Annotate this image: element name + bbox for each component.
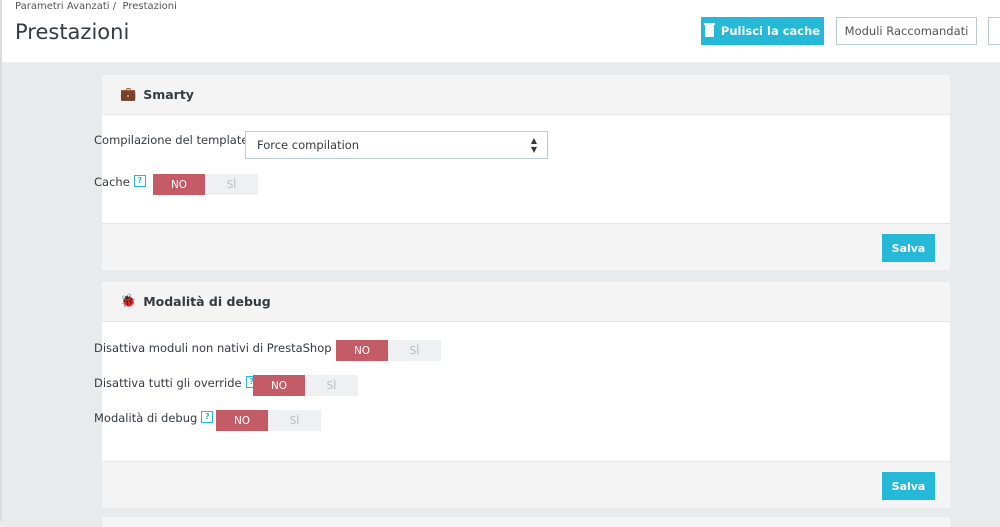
select-arrows-icon: ▲ ▼ xyxy=(530,136,537,154)
panel-footer: Salva xyxy=(102,223,950,270)
recommended-modules-button[interactable]: Moduli Raccomandati xyxy=(836,17,977,45)
panel-footer: Salva xyxy=(102,461,950,508)
switch-yes[interactable]: SÌ xyxy=(388,340,441,361)
smarty-panel: 💼 Smarty Salva xyxy=(102,75,950,270)
template-select[interactable]: Force compilation ▲ ▼ xyxy=(245,131,548,159)
switch-yes[interactable]: SÌ xyxy=(305,375,358,396)
template-label: Compilazione del template xyxy=(94,133,249,147)
breadcrumb: Parametri Avanzati / Prestazioni xyxy=(15,1,177,12)
switch-yes[interactable]: SÌ xyxy=(268,410,321,431)
disable-overrides-switch[interactable]: NO SÌ xyxy=(253,375,358,396)
help-icon[interactable]: ? xyxy=(133,175,146,187)
disable-overrides-label: Disattiva tutti gli override? xyxy=(94,376,258,390)
more-button[interactable] xyxy=(988,17,1000,45)
debug-panel: 🐞 Modalità di debug Salva xyxy=(102,282,950,508)
panel-title: Modalità di debug xyxy=(143,294,271,309)
page-title: Prestazioni xyxy=(15,20,130,44)
switch-no[interactable]: NO xyxy=(253,375,305,396)
clear-cache-button[interactable]: Pulisci la cache xyxy=(701,17,824,45)
save-button[interactable]: Salva xyxy=(882,472,935,500)
panel-heading: 🐞 Modalità di debug xyxy=(102,282,950,322)
breadcrumb-parent[interactable]: Parametri Avanzati xyxy=(15,1,110,12)
breadcrumb-current: Prestazioni xyxy=(122,1,177,12)
template-select-value: Force compilation xyxy=(257,138,360,152)
field-label: Disattiva tutti gli override xyxy=(94,376,242,390)
panel-title: Smarty xyxy=(143,87,194,102)
debug-mode-switch[interactable]: NO SÌ xyxy=(216,410,321,431)
switch-no[interactable]: NO xyxy=(216,410,268,431)
next-panel xyxy=(102,517,950,527)
panel-heading: 💼 Smarty xyxy=(102,75,950,115)
cache-label-text: Cache xyxy=(94,175,130,189)
sidebar-edge xyxy=(0,62,2,521)
bug-icon: 🐞 xyxy=(120,294,137,309)
save-button[interactable]: Salva xyxy=(882,234,935,262)
help-icon[interactable]: ? xyxy=(201,411,214,423)
field-label: Modalità di debug xyxy=(94,411,198,425)
switch-yes[interactable]: SÌ xyxy=(205,174,258,195)
field-label: Disattiva moduli non nativi di PrestaSho… xyxy=(94,341,332,355)
cache-switch[interactable]: NO SÌ xyxy=(153,174,258,195)
briefcase-icon: 💼 xyxy=(120,87,137,102)
disable-non-native-label: Disattiva moduli non nativi di PrestaSho… xyxy=(94,341,348,355)
page-header: Parametri Avanzati / Prestazioni Prestaz… xyxy=(0,0,1000,62)
debug-mode-label: Modalità di debug? xyxy=(94,411,214,425)
switch-no[interactable]: NO xyxy=(153,174,205,195)
clear-cache-label: Pulisci la cache xyxy=(720,24,821,38)
breadcrumb-separator: / xyxy=(112,1,117,12)
trash-icon xyxy=(703,23,715,37)
switch-no[interactable]: NO xyxy=(336,340,388,361)
cache-label: Cache? xyxy=(94,175,146,189)
disable-non-native-switch[interactable]: NO SÌ xyxy=(336,340,441,361)
